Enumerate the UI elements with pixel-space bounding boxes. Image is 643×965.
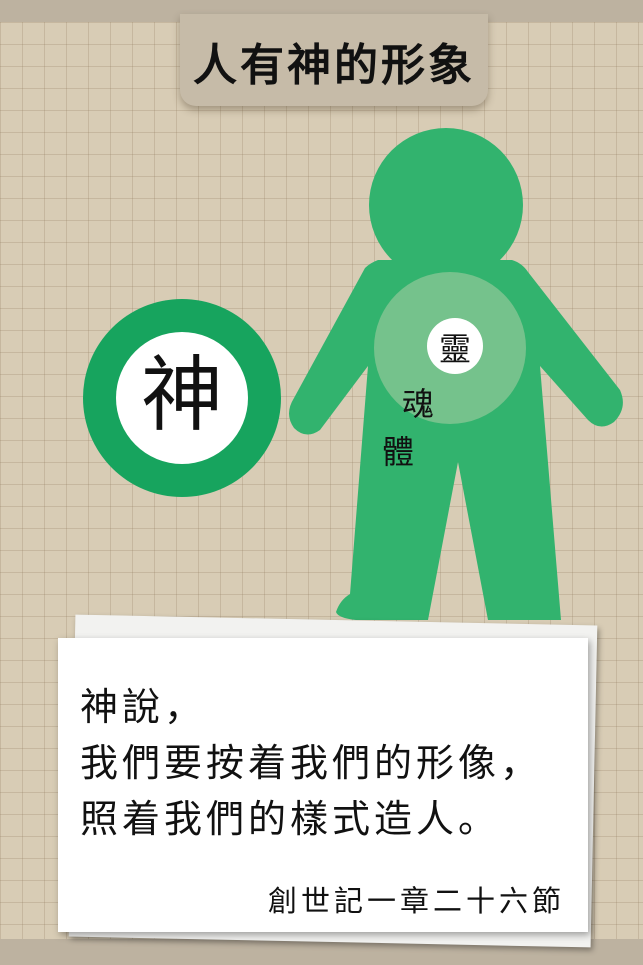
god-inner-circle bbox=[116, 332, 248, 464]
human-figure bbox=[289, 128, 623, 620]
figure-body bbox=[289, 260, 623, 620]
spirit-circle bbox=[427, 318, 483, 374]
quote-line-3: 照着我們的樣式造人。 bbox=[80, 797, 501, 841]
god-label: 神 bbox=[140, 348, 223, 443]
title-tab: 人有神的形象 bbox=[180, 14, 488, 106]
body-label: 體 bbox=[382, 433, 415, 471]
quote-line-1: 神說， bbox=[80, 685, 207, 729]
soul-label: 魂 bbox=[402, 385, 435, 423]
figure-head bbox=[369, 128, 523, 282]
scripture-reference: 創世記一章二十六節 bbox=[267, 884, 565, 918]
quote-card bbox=[58, 638, 588, 932]
quote-line-2: 我們要按着我們的形像， bbox=[80, 741, 543, 785]
page-title: 人有神的形象 bbox=[193, 40, 475, 91]
spirit-label: 靈 bbox=[438, 330, 471, 368]
